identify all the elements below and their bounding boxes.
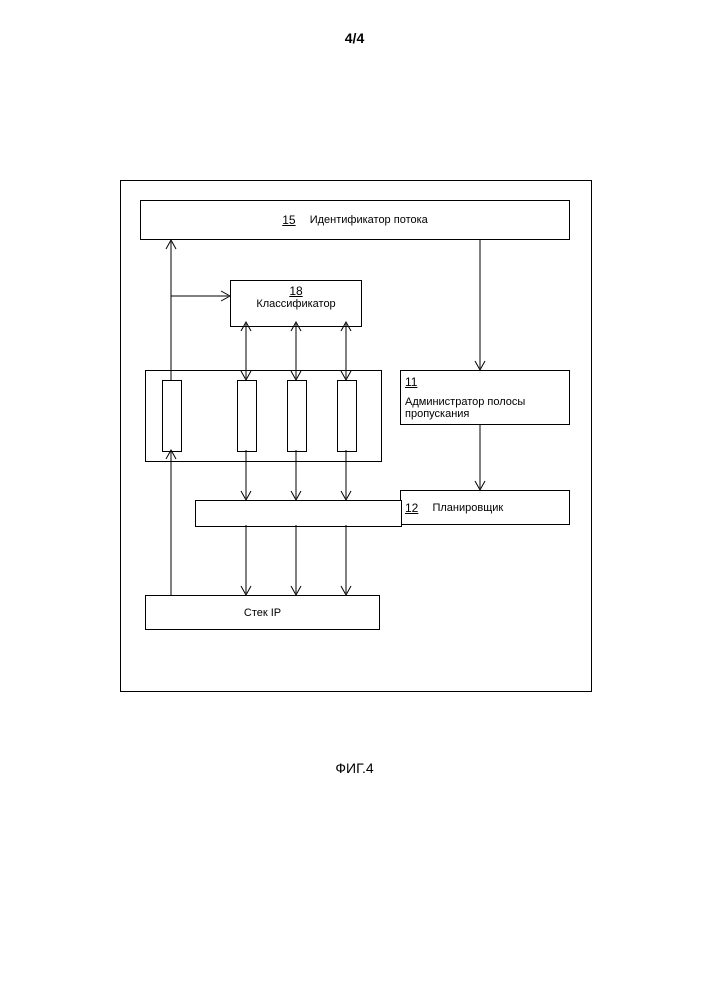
node-classifier-label: Классификатор xyxy=(231,298,361,310)
node-ip-stack-label: Стек IP xyxy=(244,607,281,619)
node-ip-stack: Стек IP xyxy=(145,595,380,630)
node-flow-identifier-label: Идентификатор потока xyxy=(310,214,428,226)
node-classifier-number: 18 xyxy=(289,284,302,298)
page-header: 4/4 xyxy=(0,30,709,46)
queue-bar xyxy=(287,380,307,452)
queue-bar xyxy=(237,380,257,452)
node-scheduler: 12 Планировщик xyxy=(400,490,570,525)
queue-bar xyxy=(162,380,182,452)
node-scheduler-label: Планировщик xyxy=(432,502,503,514)
page: 4/4 15 Идентификатор потока 18 Классифик… xyxy=(0,0,709,999)
scheduler-inner-box xyxy=(195,500,402,527)
queue-bar xyxy=(337,380,357,452)
figure-caption-text: ФИГ.4 xyxy=(335,760,373,776)
node-flow-identifier-number: 15 xyxy=(282,213,295,227)
node-bandwidth-admin-label: Администратор полосы пропускания xyxy=(405,396,565,420)
node-bandwidth-admin: 11 Администратор полосы пропускания xyxy=(400,370,570,425)
page-header-text: 4/4 xyxy=(345,30,364,46)
node-scheduler-number: 12 xyxy=(405,501,418,515)
node-flow-identifier: 15 Идентификатор потока xyxy=(140,200,570,240)
figure-caption: ФИГ.4 xyxy=(0,760,709,776)
node-bandwidth-admin-number: 11 xyxy=(405,375,417,389)
node-classifier: 18 Классификатор xyxy=(230,280,362,327)
